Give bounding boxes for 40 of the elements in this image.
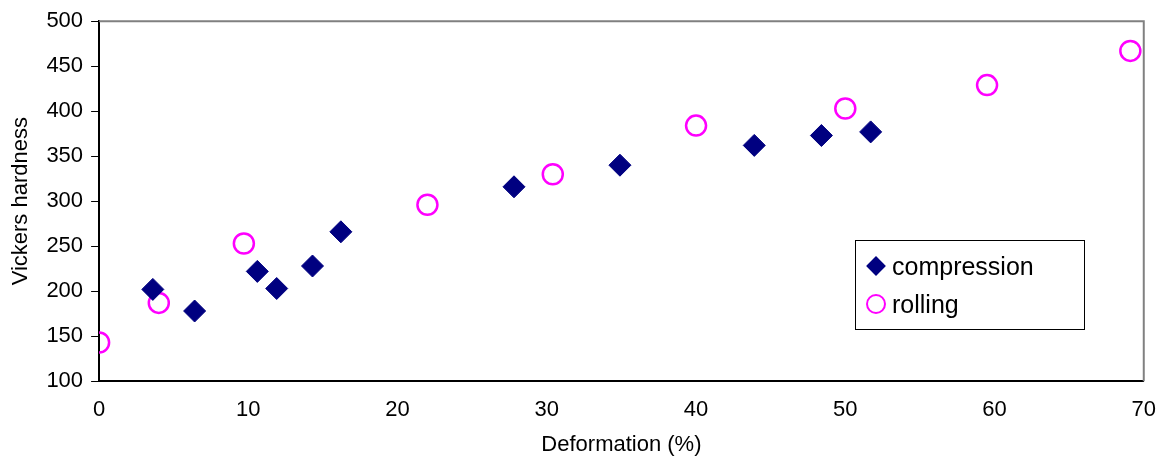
point [183, 299, 207, 323]
y-tick-label: 500 [46, 7, 84, 33]
y-tick-label: 150 [46, 322, 84, 348]
point [541, 162, 565, 186]
x-tick-label: 60 [982, 396, 1007, 422]
y-tick-label: 400 [46, 97, 84, 123]
y-tick-label: 250 [46, 232, 84, 258]
legend-label: rolling [892, 289, 959, 319]
point [859, 120, 883, 144]
point [141, 277, 165, 301]
x-tick-label: 40 [683, 396, 709, 422]
point [232, 232, 256, 255]
legend-label: compression [892, 251, 1034, 281]
point [416, 193, 439, 217]
x-tick-label: 70 [1131, 396, 1157, 422]
point [245, 259, 269, 283]
x-tick-label: 10 [236, 396, 261, 422]
point [329, 220, 353, 244]
point [809, 124, 833, 147]
x-tick-label: 0 [92, 396, 106, 422]
y-tick-label: 350 [46, 142, 84, 168]
y-tick-label: 300 [46, 187, 84, 213]
x-tick-label: 30 [534, 396, 560, 422]
x-tick-label: 50 [833, 396, 858, 422]
y-tick-label: 450 [46, 52, 84, 78]
point [301, 254, 325, 278]
point [684, 114, 708, 137]
x-axis-title: Deformation (%) [541, 430, 702, 456]
x-tick-label: 20 [385, 396, 410, 422]
point [502, 175, 526, 199]
point [834, 97, 857, 120]
point [975, 73, 999, 97]
y-tick-label: 200 [46, 277, 84, 303]
point [147, 291, 171, 315]
point [608, 153, 632, 177]
point [1119, 39, 1142, 63]
y-tick-label: 100 [46, 367, 84, 393]
y-axis-title: Vickers hardness [7, 117, 33, 286]
point [265, 277, 289, 300]
point [742, 133, 766, 157]
